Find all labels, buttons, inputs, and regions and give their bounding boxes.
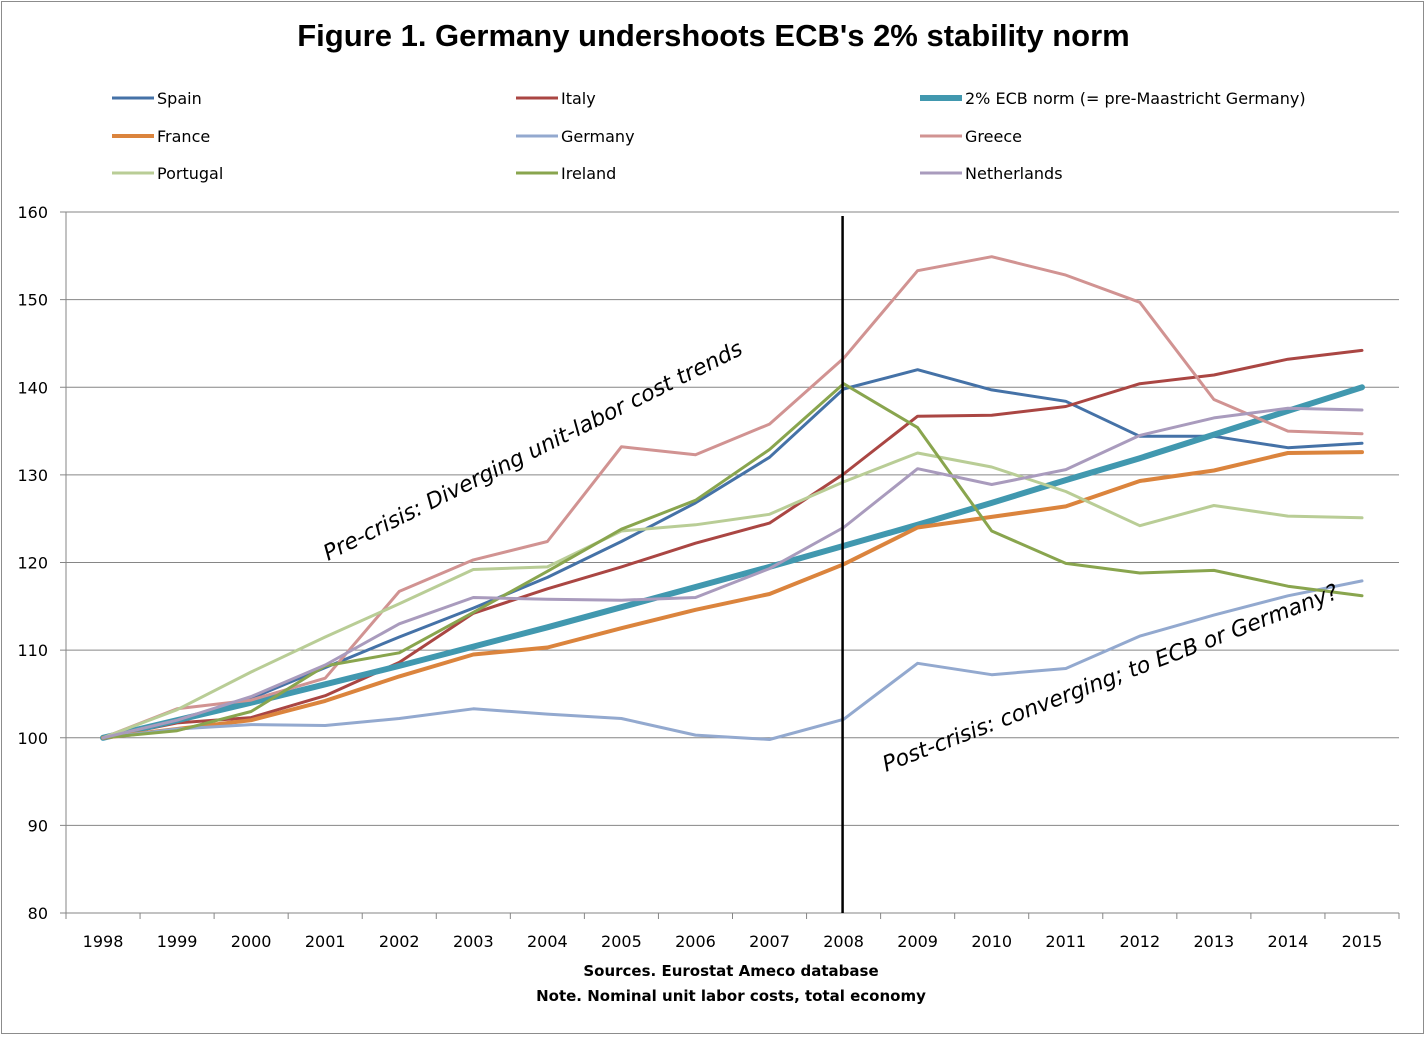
series-line-spain — [101, 368, 1364, 740]
series-line-2-ecb-norm-pre-maastricht-germany — [100, 384, 1365, 741]
series-line-italy — [101, 348, 1364, 740]
y-tick-label: 130 — [17, 466, 48, 485]
x-tick-label: 1998 — [83, 932, 124, 951]
y-tick-label: 110 — [17, 641, 48, 660]
x-tick-label: 1999 — [157, 932, 198, 951]
series-line-portugal — [101, 451, 1364, 740]
legend-label-netherlands: Netherlands — [965, 164, 1063, 183]
y-tick-label: 120 — [17, 554, 48, 573]
legend-label-2-ecb-norm-pre-maastricht-germany: 2% ECB norm (= pre-Maastricht Germany) — [965, 89, 1306, 108]
series-line-netherlands — [101, 406, 1364, 740]
chart-title: Figure 1. Germany undershoots ECB's 2% s… — [297, 18, 1130, 53]
legend: Spain Italy 2% ECB norm (= pre-Maastricht … — [112, 89, 1306, 183]
legend-label-ireland: Ireland — [561, 164, 616, 183]
method-note: Note. Nominal unit labor costs, total ec… — [536, 987, 926, 1005]
y-tick-label: 150 — [17, 291, 48, 310]
x-tick-label: 2000 — [231, 932, 272, 951]
y-tick-label: 160 — [17, 203, 48, 222]
x-tick-label: 2007 — [749, 932, 790, 951]
x-tick-label: 2004 — [527, 932, 568, 951]
annotation-post-crisis: Post-crisis: converging; to ECB or Germa… — [879, 580, 1342, 778]
x-tick-label: 2011 — [1045, 932, 1086, 951]
x-tick-label: 2001 — [305, 932, 346, 951]
x-tick-label: 2009 — [897, 932, 938, 951]
x-tick-label: 2012 — [1119, 932, 1160, 951]
x-tick-label: 2003 — [453, 932, 494, 951]
series-line-greece — [101, 255, 1364, 740]
gridlines — [66, 211, 1399, 826]
legend-label-italy: Italy — [561, 89, 596, 108]
x-tick-label: 2008 — [823, 932, 864, 951]
x-tick-label: 2002 — [379, 932, 420, 951]
annotations: Pre-crisis: Diverging unit-labor cost tr… — [320, 216, 1342, 913]
legend-label-greece: Greece — [965, 127, 1022, 146]
x-tick-label: 2014 — [1268, 932, 1309, 951]
legend-label-spain: Spain — [157, 89, 202, 108]
x-tick-label: 2006 — [675, 932, 716, 951]
y-tick-label: 90 — [28, 816, 48, 835]
series-lines — [100, 255, 1365, 741]
x-tick-label: 2013 — [1194, 932, 1235, 951]
y-tick-label: 80 — [28, 904, 48, 923]
x-tick-label: 2015 — [1342, 932, 1383, 951]
series-line-ireland — [101, 382, 1364, 740]
legend-label-germany: Germany — [561, 127, 635, 146]
source-note: Sources. Eurostat Ameco database — [583, 962, 879, 980]
series-line-france — [101, 450, 1364, 740]
legend-label-portugal: Portugal — [157, 164, 223, 183]
x-tick-label: 2010 — [971, 932, 1012, 951]
y-tick-label: 100 — [17, 729, 48, 748]
annotation-pre-crisis: Pre-crisis: Diverging unit-labor cost tr… — [320, 337, 747, 567]
series-line-germany — [101, 579, 1364, 741]
legend-label-france: France — [157, 127, 210, 146]
axes: 80 90 100 110 120 130 140 150 160 1998 1999 2000 200… — [17, 203, 1400, 951]
y-tick-label: 140 — [17, 378, 48, 397]
x-tick-label: 2005 — [601, 932, 642, 951]
